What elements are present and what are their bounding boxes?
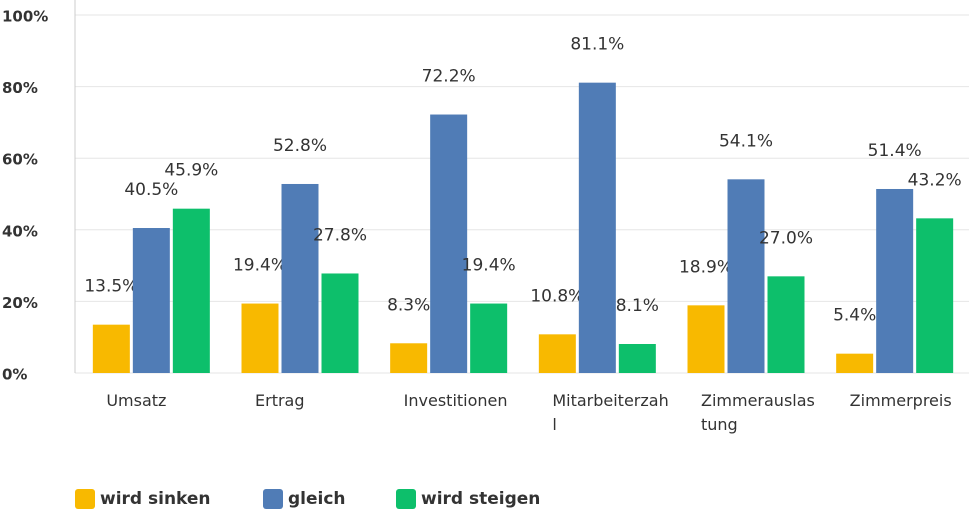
y-tick-label: 20% (2, 294, 38, 312)
bar (241, 303, 279, 373)
x-tick-label: Zimmerpreis (849, 391, 952, 410)
legend-label: gleich (288, 489, 346, 509)
bar (836, 353, 874, 373)
legend-swatch (396, 489, 416, 509)
bar (172, 208, 210, 373)
x-tick-label: Ertrag (255, 391, 305, 410)
bar (767, 276, 805, 373)
y-tick-label: 100% (2, 8, 48, 26)
data-label: 72.2% (422, 67, 476, 87)
data-label: 8.3% (387, 295, 430, 315)
bar (727, 179, 765, 373)
data-label: 27.8% (313, 225, 367, 245)
bar (281, 183, 319, 373)
data-label: 19.4% (462, 256, 516, 276)
y-tick-label: 40% (2, 222, 38, 240)
data-label: 45.9% (164, 161, 218, 181)
data-label: 52.8% (273, 136, 327, 156)
x-tick-label: Zimmerauslastung (701, 391, 815, 434)
bar (321, 273, 359, 373)
bar (876, 188, 914, 373)
legend-swatch (75, 489, 95, 509)
y-tick-label: 60% (2, 151, 38, 169)
data-label: 10.8% (530, 286, 584, 306)
data-label: 81.1% (570, 35, 624, 55)
y-tick-label: 0% (2, 366, 27, 384)
bar (430, 114, 468, 374)
x-tick-label: Umsatz (106, 391, 167, 410)
bar (132, 228, 170, 373)
bar (470, 303, 508, 373)
legend-label: wird sinken (100, 489, 211, 509)
y-tick-label: 80% (2, 79, 38, 97)
data-label: 27.0% (759, 228, 813, 248)
bar (687, 305, 725, 373)
bar (538, 334, 576, 373)
bar (916, 218, 954, 373)
data-label: 5.4% (833, 306, 876, 326)
x-tick-label: Investitionen (403, 391, 508, 410)
legend-swatch (263, 489, 283, 509)
data-label: 40.5% (124, 180, 178, 200)
data-label: 19.4% (233, 256, 287, 276)
data-label: 13.5% (84, 277, 138, 297)
bar (92, 324, 130, 373)
data-label: 8.1% (616, 296, 659, 316)
legend-label: wird steigen (421, 489, 540, 509)
x-tick-label: Mitarbeiterzahl (552, 391, 669, 434)
data-label: 43.2% (908, 170, 962, 190)
bar (390, 343, 428, 373)
data-label: 18.9% (679, 257, 733, 277)
bar (618, 344, 656, 373)
bar (578, 82, 616, 374)
data-label: 51.4% (868, 141, 922, 161)
data-label: 54.1% (719, 131, 773, 151)
